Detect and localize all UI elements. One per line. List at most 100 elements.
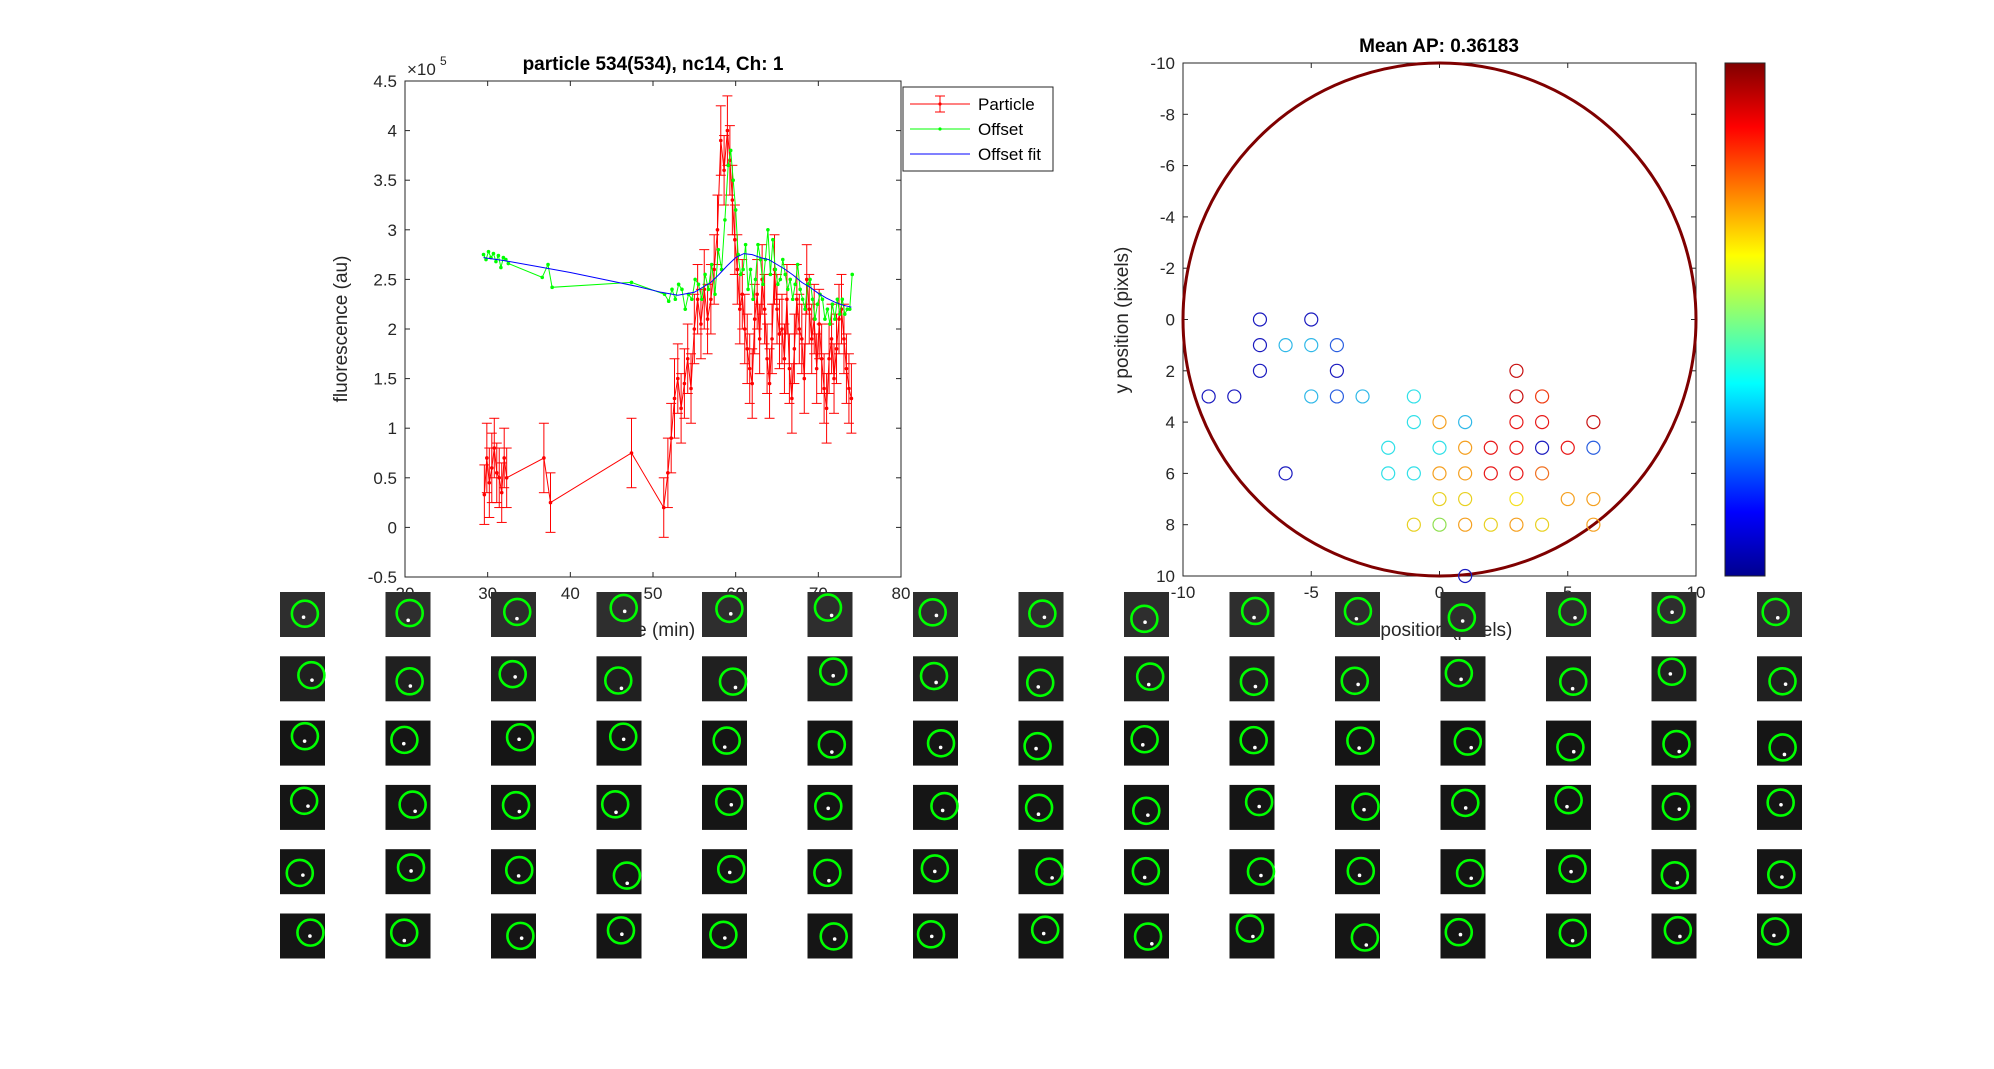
thumbnail: [1651, 656, 1697, 702]
tracking-circle: [1447, 603, 1477, 632]
data-point: [815, 302, 820, 307]
thumbnail: [1757, 656, 1802, 702]
tracking-circle: [1130, 724, 1159, 754]
data-point: [748, 267, 753, 272]
data-point: [833, 317, 837, 321]
position-marker: [1278, 338, 1293, 353]
thumbnail: [1124, 913, 1169, 959]
thumbnail: [385, 784, 431, 830]
data-point: [661, 505, 666, 510]
left-y-exponent: 5: [440, 54, 447, 68]
tracking-circle: [709, 920, 738, 950]
boundary-circle: [1181, 61, 1698, 578]
spot: [619, 686, 624, 691]
position-marker: [1534, 517, 1550, 532]
data-point: [768, 272, 773, 277]
data-point: [494, 471, 499, 475]
data-point: [546, 262, 550, 267]
tracking-circle: [1023, 731, 1052, 761]
tracking-circle: [715, 594, 744, 624]
tracking-circle: [1131, 796, 1161, 826]
thumbnail-frame: [1757, 913, 1802, 959]
thumbnail-frame: [280, 913, 325, 959]
fluorescence-plot: 20304050607080-0.500.511.522.533.544.5 p…: [331, 54, 1054, 641]
tracking-circle: [1558, 854, 1587, 884]
tracking-circle: [505, 722, 535, 752]
thumbnail: [807, 913, 853, 959]
position-marker: [1432, 440, 1447, 455]
data-point: [709, 262, 714, 267]
data-point: [699, 322, 703, 326]
data-point: [758, 257, 763, 262]
tracking-circle: [290, 721, 320, 751]
spot: [1036, 685, 1041, 689]
data-point: [494, 259, 498, 264]
thumbnail: [1546, 720, 1591, 766]
spot: [1251, 934, 1255, 939]
tracking-circle: [506, 921, 535, 951]
right-x-tick-label: -5: [1304, 583, 1319, 602]
spot: [1459, 677, 1463, 682]
data-point: [735, 267, 740, 272]
data-point: [492, 446, 497, 450]
data-point: [793, 282, 797, 287]
left-x-tick-label: 40: [561, 584, 580, 603]
spot: [1257, 804, 1261, 809]
spot: [728, 612, 733, 616]
position-marker: [1252, 363, 1268, 378]
data-point: [838, 312, 842, 316]
data-point: [829, 337, 834, 341]
thumbnail: [491, 720, 536, 766]
data-point: [840, 297, 845, 302]
data-point: [803, 307, 807, 311]
data-point: [690, 297, 694, 302]
colorbar: [1724, 62, 1766, 577]
thumbnail: [1335, 656, 1380, 702]
spot: [723, 936, 727, 940]
series-line: [483, 253, 852, 308]
thumbnail: [1546, 592, 1591, 637]
position-marker: [1304, 312, 1319, 327]
data-point: [788, 277, 793, 282]
data-point: [499, 490, 504, 495]
series-particle: [479, 95, 857, 538]
data-point: [540, 275, 545, 280]
thumbnail: [1018, 592, 1064, 637]
thumbnail: [596, 592, 642, 637]
thumbnail: [385, 592, 431, 637]
position-marker: [1406, 389, 1421, 404]
thumbnail: [280, 592, 325, 637]
thumbnail: [1124, 849, 1169, 895]
thumbnail: [1335, 849, 1380, 895]
data-point: [823, 317, 827, 321]
data-point: [722, 168, 726, 173]
position-marker: [1509, 466, 1524, 481]
tracking-circle: [398, 790, 427, 819]
thumbnail: [913, 913, 958, 959]
data-point: [550, 285, 554, 290]
spot: [1569, 869, 1573, 874]
spot: [614, 810, 618, 815]
data-point: [672, 396, 677, 401]
thumbnail: [385, 913, 431, 959]
data-point: [482, 492, 487, 497]
spot: [1252, 615, 1256, 620]
thumbnail: [1018, 849, 1064, 895]
right-x-axis-label: x position (pixels): [1366, 620, 1513, 641]
thumbnail: [1229, 720, 1275, 766]
thumbnail: [1018, 784, 1064, 830]
thumbnail: [807, 592, 853, 637]
left-y-tick-label: 2.5: [373, 270, 397, 289]
data-point: [695, 297, 700, 302]
thumbnail: [491, 784, 536, 830]
left-y-tick-label: 4: [388, 122, 397, 141]
legend-offset-label: Offset: [978, 120, 1023, 139]
tracking-circle: [396, 853, 426, 882]
thumbnail: [1651, 784, 1697, 830]
position-marker: [1406, 415, 1421, 430]
spot: [733, 685, 738, 690]
thumbnail-frame: [913, 784, 958, 830]
data-point: [757, 337, 762, 341]
data-point: [706, 287, 711, 292]
thumbnail: [1229, 784, 1275, 830]
